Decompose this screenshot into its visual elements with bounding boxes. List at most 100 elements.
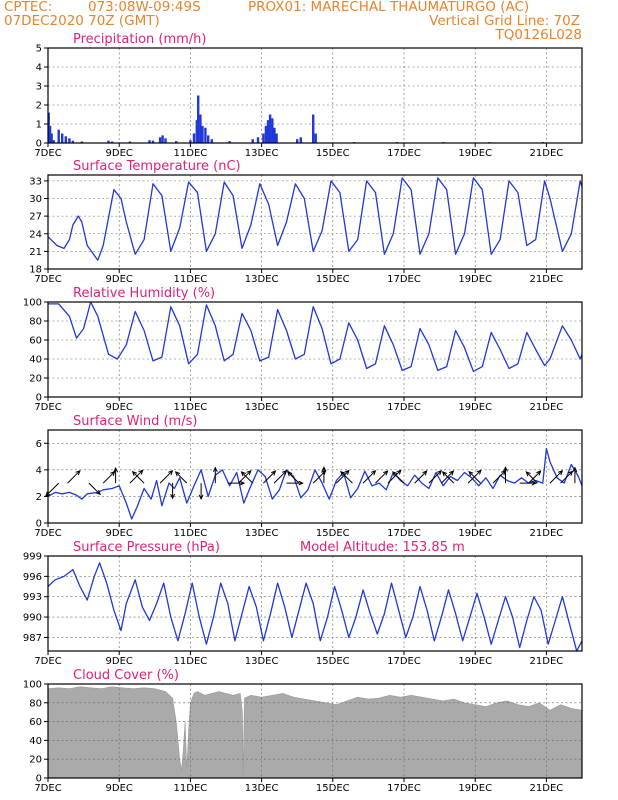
wind-xtick-label: 17DEC bbox=[387, 528, 421, 539]
wind-arrow bbox=[441, 471, 455, 484]
cloud-xtick-label: 21DEC bbox=[530, 783, 564, 794]
wind-arrow-head bbox=[239, 480, 246, 486]
wind-arrow-head bbox=[536, 470, 542, 476]
wind-arrow bbox=[113, 466, 119, 484]
precip-bar bbox=[197, 95, 200, 143]
press-xtick-label: 19DEC bbox=[458, 656, 492, 667]
wind-arrow bbox=[525, 471, 538, 484]
wind-ytick-label: 2 bbox=[36, 492, 42, 503]
wind-arrow-head bbox=[531, 480, 538, 486]
precip-bar bbox=[312, 114, 315, 143]
precip-bar bbox=[273, 127, 276, 143]
wind-arrow bbox=[159, 469, 174, 484]
precip-bar bbox=[107, 140, 110, 143]
wind-arrow-shaft bbox=[241, 471, 254, 484]
cloud-area bbox=[47, 686, 583, 779]
wind-arrow bbox=[286, 480, 304, 486]
precip-bar bbox=[266, 120, 270, 143]
wind-arrow-head bbox=[468, 470, 474, 477]
wind-arrow bbox=[198, 483, 204, 501]
wind-arrow-head bbox=[110, 470, 116, 477]
wind-arrow-head bbox=[212, 466, 218, 473]
cloud-frame bbox=[47, 683, 583, 779]
precip-bar bbox=[275, 133, 278, 143]
wind-arrow-shaft bbox=[362, 470, 376, 484]
precip-bar bbox=[192, 133, 196, 143]
press-ytick-label: 987 bbox=[23, 633, 42, 644]
wind-arrow-shaft bbox=[414, 470, 428, 484]
wind-arrow-shaft bbox=[492, 470, 506, 484]
press-plot-area bbox=[48, 556, 582, 651]
wind-arrow-head bbox=[567, 470, 574, 476]
precip-bar bbox=[314, 133, 317, 143]
wind-arrow-head bbox=[113, 466, 119, 473]
precip-ytick-label: 5 bbox=[36, 44, 42, 55]
header-grid-line: Vertical Grid Line: 70Z bbox=[429, 13, 580, 29]
wind-xtick-label: 13DEC bbox=[245, 528, 279, 539]
precip-bar bbox=[204, 127, 207, 143]
temp-ytick-label: 18 bbox=[29, 265, 42, 276]
cloud-xtick-label: 13DEC bbox=[245, 783, 279, 794]
precip-xtick-label: 9DEC bbox=[106, 148, 133, 159]
precip-bar bbox=[61, 133, 64, 143]
precip-bar bbox=[48, 125, 52, 143]
press-title: Surface Pressure (hPa) bbox=[73, 540, 220, 555]
rh-ytick-label: 40 bbox=[29, 355, 42, 366]
rh-title: Relative Humidity (%) bbox=[73, 286, 215, 301]
precip-ytick-label: 4 bbox=[36, 63, 42, 74]
wind-xtick-label: 15DEC bbox=[316, 528, 350, 539]
temp-panel: 18 21 24 27 30 33 7DEC 9DEC 11DEC 13DEC 15DEC 17DEC… bbox=[29, 159, 583, 285]
precip-xtick-label: 13DEC bbox=[245, 148, 279, 159]
cloud-xtick-label: 7DEC bbox=[34, 783, 61, 794]
wind-arrow bbox=[321, 466, 327, 484]
wind-arrow-head bbox=[557, 469, 564, 476]
wind-arrow-shaft bbox=[273, 470, 287, 484]
wind-arrow bbox=[375, 470, 389, 484]
cloud-ytick-label: 100 bbox=[23, 680, 42, 691]
wind-ytick-label: 4 bbox=[36, 465, 42, 476]
wind-arrow bbox=[528, 470, 542, 484]
temp-ytick-label: 30 bbox=[29, 194, 42, 205]
precip-bar bbox=[68, 138, 71, 144]
precip-bar bbox=[80, 141, 83, 143]
wind-arrow bbox=[362, 469, 377, 484]
wind-arrow-head bbox=[281, 469, 288, 476]
precip-bar bbox=[207, 135, 210, 143]
press-xtick-label: 11DEC bbox=[174, 656, 208, 667]
cloud-ytick-label: 40 bbox=[29, 736, 42, 747]
wind-arrow-shaft bbox=[468, 471, 481, 484]
wind-arrow bbox=[391, 471, 405, 484]
precip-bar bbox=[264, 125, 268, 143]
rh-ytick-label: 100 bbox=[23, 298, 42, 309]
wind-arrow-head bbox=[422, 470, 428, 476]
precip-xtick-label: 17DEC bbox=[387, 148, 421, 159]
wind-arrow-shaft bbox=[336, 470, 350, 484]
precip-xtick-label: 21DEC bbox=[530, 148, 564, 159]
rh-plot-area bbox=[48, 302, 582, 397]
wind-arrow-head bbox=[246, 469, 252, 476]
precip-bar bbox=[195, 120, 198, 143]
rh-panel: 0 20 40 60 80 100 7DEC 9DEC 11DEC 13DEC 15DEC 17DEC… bbox=[23, 286, 583, 413]
cloud-ytick-label: 20 bbox=[29, 755, 42, 766]
precip-bar bbox=[158, 137, 162, 143]
wind-arrow-head bbox=[436, 469, 443, 476]
precip-bar bbox=[151, 140, 155, 143]
temp-ytick-label: 24 bbox=[29, 229, 42, 240]
temp-ytick-label: 33 bbox=[29, 176, 42, 187]
wind-arrow-head bbox=[503, 466, 508, 472]
wind-arrow-head bbox=[95, 489, 101, 496]
header-model-id: TQ0126L028 bbox=[495, 27, 582, 43]
wind-arrow bbox=[273, 469, 288, 484]
wind-frame bbox=[47, 429, 583, 524]
wind-arrow-head bbox=[170, 493, 176, 500]
rh-xtick-label: 21DEC bbox=[530, 402, 564, 413]
wind-arrow-head bbox=[476, 469, 482, 475]
precip-panel: 0 1 2 3 4 5 7DEC 9DEC 11DEC 13DEC 15DEC 17DEC 19DEC 2… bbox=[34, 32, 583, 159]
header-location: PROX01: MARECHAL THAUMATURGO (AC) bbox=[248, 0, 530, 15]
wind-arrow-head bbox=[391, 471, 398, 477]
wind-arrow-shaft bbox=[132, 471, 145, 484]
wind-xtick-label: 9DEC bbox=[106, 528, 133, 539]
wind-arrow bbox=[340, 470, 353, 484]
precip-bar bbox=[161, 135, 164, 143]
